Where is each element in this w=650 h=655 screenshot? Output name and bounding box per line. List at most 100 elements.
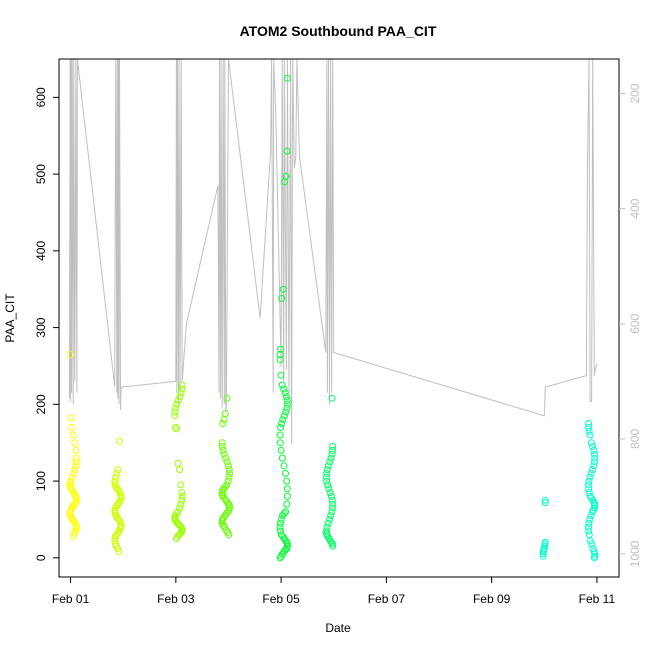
data-point: [589, 443, 597, 450]
data-point: [326, 515, 333, 523]
data-point: [280, 412, 288, 420]
data-point: [585, 481, 592, 489]
data-point: [280, 385, 288, 393]
data-point: [327, 492, 335, 500]
data-point: [70, 469, 78, 477]
data-point: [283, 404, 291, 412]
data-point: [72, 454, 80, 462]
data-point: [178, 381, 186, 389]
data-point: [283, 393, 290, 401]
data-point: [68, 473, 76, 481]
data-point: [113, 485, 121, 493]
data-point: [282, 508, 290, 516]
data-point: [176, 504, 184, 512]
data-point: [276, 356, 284, 364]
data-point: [277, 345, 285, 353]
data-point: [277, 531, 285, 539]
data-point: [326, 458, 334, 466]
data-point: [116, 437, 123, 445]
data-point: [278, 454, 286, 462]
data-point: [72, 446, 80, 454]
data-point: [586, 492, 594, 500]
data-point: [224, 477, 232, 485]
data-point: [223, 458, 231, 466]
y-tick-label: 300: [34, 317, 48, 337]
data-point: [278, 420, 285, 427]
data-point: [111, 481, 119, 489]
data-point: [591, 552, 599, 560]
data-point: [585, 523, 592, 531]
data-point: [588, 508, 596, 516]
data-point: [587, 439, 595, 447]
data-point: [277, 371, 285, 379]
data-point: [276, 527, 284, 535]
x-axis-label: Date: [325, 621, 351, 635]
data-point: [71, 439, 79, 447]
right-tick-label: 400: [628, 198, 642, 218]
data-point: [277, 515, 285, 523]
data-point: [328, 450, 336, 458]
data-point: [111, 537, 119, 545]
data-point: [114, 500, 122, 508]
data-point: [66, 481, 74, 489]
data-point: [223, 394, 231, 402]
axes-layer: 0 100 200 300 400 500 600 Feb 01 Feb 03 Feb 05 Feb…: [34, 58, 642, 606]
data-point: [177, 500, 185, 508]
data-point: [67, 477, 75, 485]
data-point: [590, 446, 598, 454]
data-point: [328, 496, 336, 504]
data-point: [541, 499, 549, 507]
data-points-layer: [66, 74, 599, 562]
data-point: [174, 397, 182, 404]
data-point: [590, 548, 598, 556]
data-point: [328, 508, 336, 516]
data-point: [112, 473, 120, 481]
data-point: [323, 466, 331, 474]
data-point: [541, 542, 549, 550]
x-tick-label: Feb 09: [473, 592, 511, 606]
data-point: [223, 481, 231, 489]
x-tick-label: Feb 11: [579, 592, 616, 606]
data-point: [225, 466, 233, 474]
data-point: [115, 548, 123, 556]
y-axis-label: PAA_CIT: [3, 293, 17, 343]
data-point: [278, 294, 286, 302]
data-point: [324, 519, 332, 527]
data-point: [585, 427, 593, 435]
data-point: [586, 515, 594, 523]
data-point: [67, 414, 75, 422]
data-point: [282, 469, 289, 477]
data-point: [283, 500, 291, 508]
data-point: [589, 545, 597, 553]
data-point: [586, 431, 594, 439]
data-point: [323, 523, 331, 531]
data-point: [281, 389, 289, 397]
data-point: [329, 504, 336, 512]
data-point: [323, 477, 331, 485]
data-point: [585, 489, 593, 497]
x-tick-label: Feb 05: [262, 592, 300, 606]
data-point: [279, 416, 287, 424]
data-point: [72, 458, 80, 466]
data-point: [66, 351, 74, 358]
data-point: [178, 385, 186, 393]
data-point: [66, 512, 74, 520]
data-point: [541, 496, 549, 504]
right-tick-label: 200: [628, 83, 642, 103]
data-point: [591, 458, 598, 466]
data-point: [329, 500, 337, 508]
data-point: [283, 147, 291, 155]
data-point: [177, 481, 185, 489]
y-tick-label: 200: [34, 394, 48, 414]
data-point: [541, 539, 549, 546]
data-point: [586, 473, 594, 481]
data-point: [588, 540, 596, 548]
y-tick-label: 400: [34, 241, 48, 261]
data-point: [279, 285, 287, 293]
data-point: [276, 431, 284, 439]
data-point: [218, 439, 226, 447]
data-point: [219, 420, 227, 427]
x-tick-label: Feb 03: [157, 592, 195, 606]
data-point: [276, 519, 284, 527]
